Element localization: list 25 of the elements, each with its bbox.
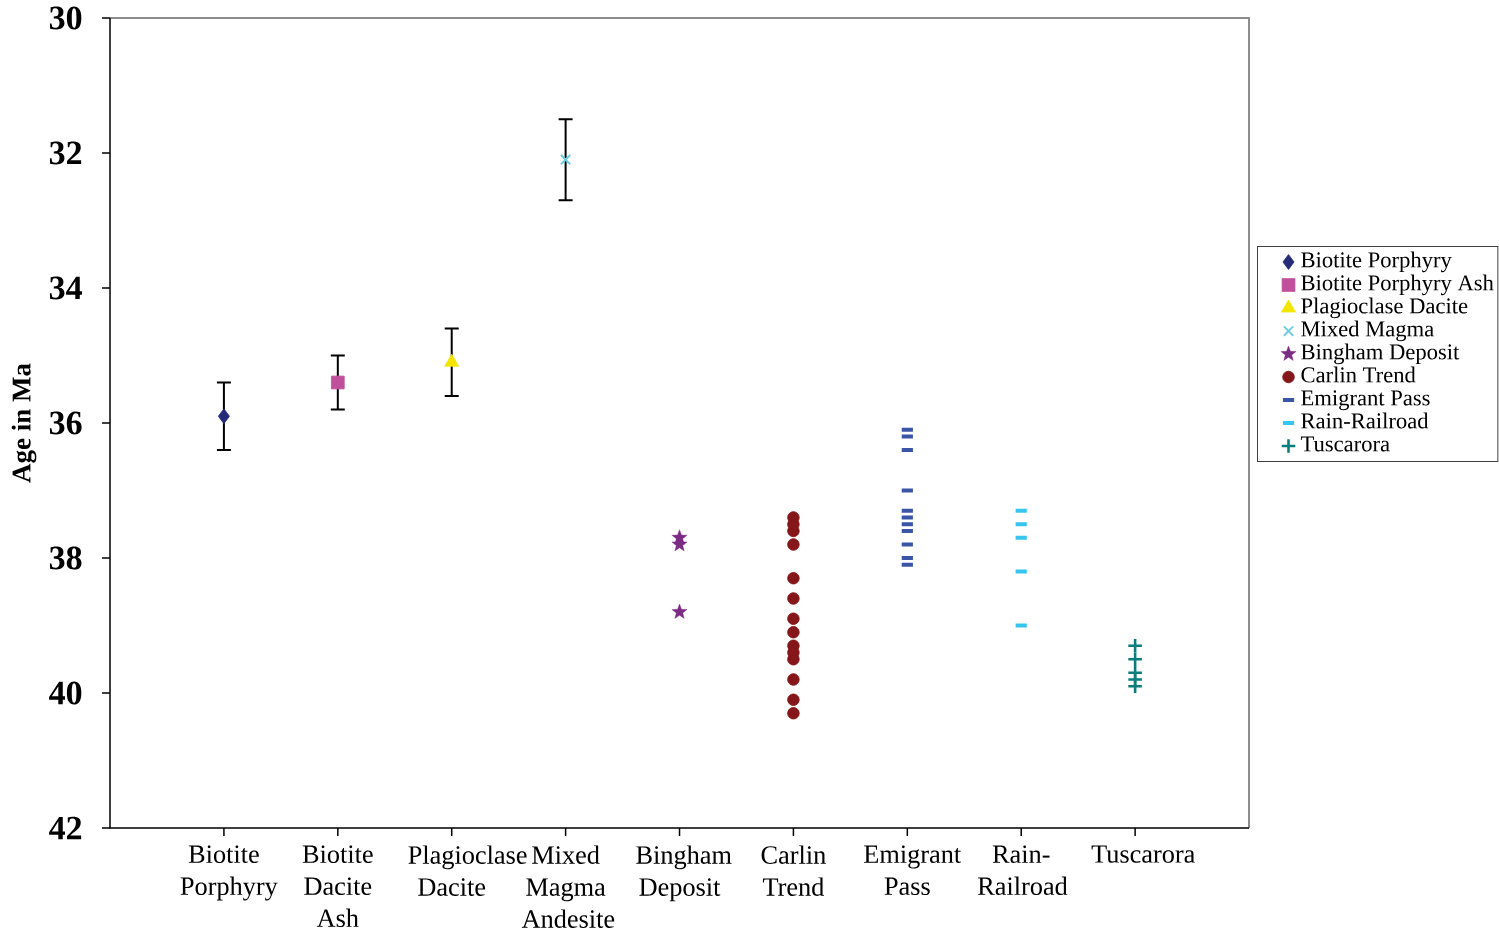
x-tick-label: Bingham Deposit [636, 845, 732, 902]
x-tick-label: Biotite Porphyry [180, 845, 278, 901]
legend-label: Bingham Deposit [1301, 343, 1460, 365]
x-tick-label: Plagioclase Dacite [408, 845, 527, 896]
x-tick-label: Biotite Dacite Ash [302, 845, 373, 928]
y-tick-label: 36 [49, 411, 82, 435]
x-tick-label: Rain-Railroad [977, 845, 1068, 896]
legend-label: Biotite Porphyry Ash [1301, 274, 1494, 296]
legend-label: Plagioclase Dacite [1301, 297, 1468, 319]
y-tick-label: 38 [49, 546, 82, 570]
y-tick-label: 40 [49, 681, 82, 705]
legend-label: Mixed Magma [1301, 320, 1434, 342]
x-tick-label: Tuscarora [1091, 845, 1195, 863]
x-tick-label: Carlin Trend [761, 845, 826, 896]
y-tick-label: 42 [49, 816, 82, 840]
y-tick-label: 32 [49, 141, 82, 165]
legend-label: Tuscarora [1300, 436, 1390, 452]
legend-label: Carlin Trend [1301, 366, 1416, 383]
y-tick-label: 30 [49, 6, 82, 30]
y-axis-title: Age in Ma [11, 363, 37, 483]
legend-label: Emigrant Pass [1301, 390, 1430, 411]
legend-label: Biotite Porphyry [1301, 251, 1452, 273]
y-tick-label: 34 [49, 276, 82, 300]
legend-label: Rain-Railroad [1301, 412, 1429, 429]
x-tick-label: Emigrant Pass [864, 845, 962, 896]
